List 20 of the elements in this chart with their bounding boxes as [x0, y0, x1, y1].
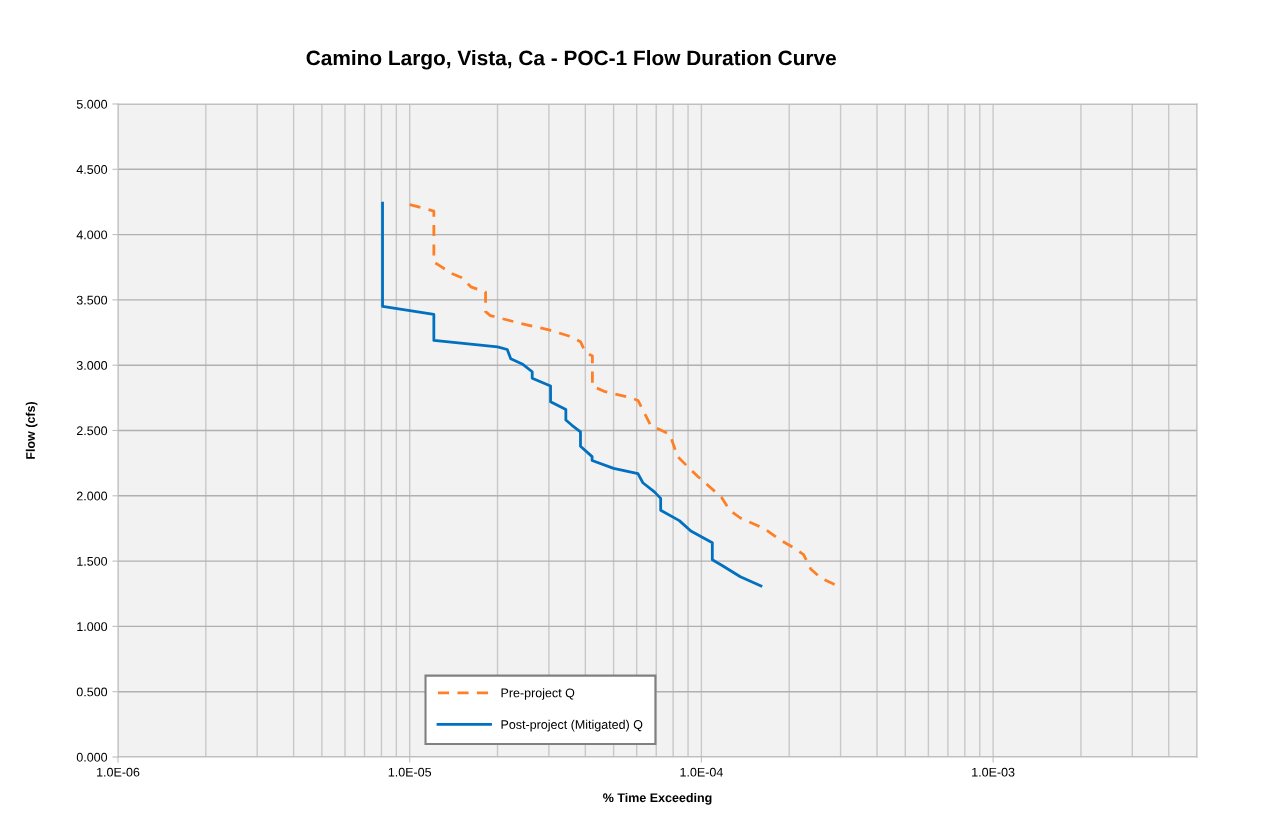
y-tick-label: 5.000	[76, 99, 108, 109]
x-axis-title: % Time Exceeding	[603, 792, 712, 805]
y-tick-label: 4.000	[76, 230, 108, 240]
y-tick-label: 3.000	[76, 361, 108, 370]
y-tick-label: 4.500	[76, 165, 108, 174]
chart-title: Camino Largo, Vista, Ca - POC-1 Flow Duration Curve	[306, 50, 836, 70]
y-tick-label: 0.000	[76, 752, 108, 762]
legend-label: Post-project (Mitigated) Q	[501, 719, 643, 732]
y-tick-label: 1.500	[77, 556, 108, 566]
y-tick-label: 2.500	[76, 426, 108, 436]
x-tick-label: 1.0E-06	[97, 767, 140, 777]
y-tick-label: 3.500	[76, 295, 108, 305]
x-tick-label: 1.0E-03	[972, 767, 1015, 777]
y-tick-label: 1.000	[77, 622, 108, 632]
y-tick-label: 2.000	[76, 491, 108, 501]
legend-label: Pre-project Q	[501, 688, 575, 700]
y-axis-title: Flow (cfs)	[25, 401, 38, 459]
y-tick-label: 0.500	[76, 687, 108, 697]
x-tick-label: 1.0E-05	[388, 767, 432, 777]
x-tick-label: 1.0E-04	[680, 767, 723, 777]
